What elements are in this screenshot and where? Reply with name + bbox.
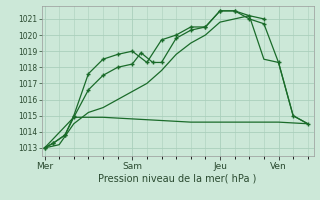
X-axis label: Pression niveau de la mer( hPa ): Pression niveau de la mer( hPa )	[99, 173, 257, 183]
